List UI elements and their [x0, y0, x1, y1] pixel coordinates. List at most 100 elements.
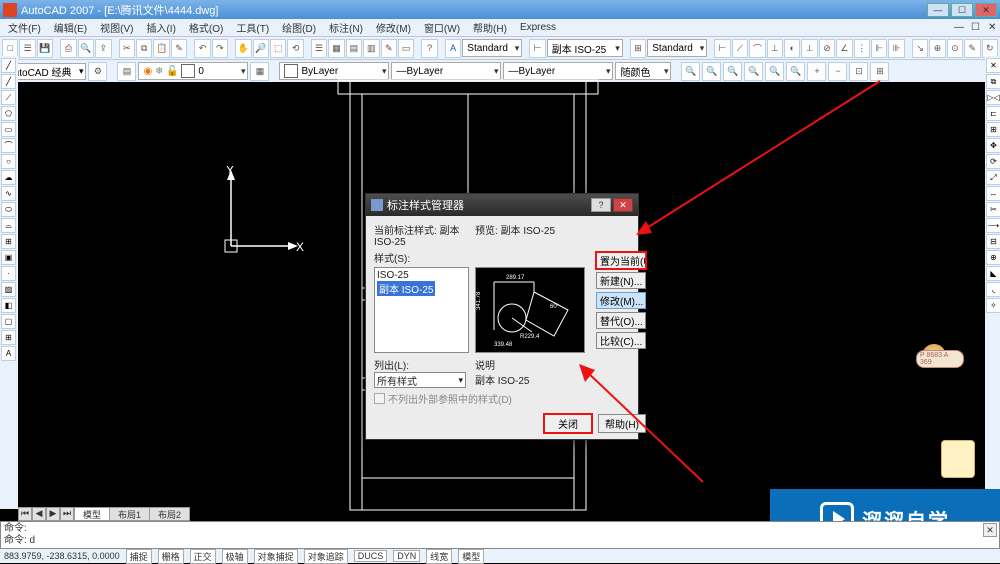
menu-tools[interactable]: 工具(T) — [230, 20, 275, 35]
menu-format[interactable]: 格式(O) — [183, 20, 229, 35]
layer-combo[interactable]: ◉ ❄ 🔓 0 — [138, 62, 248, 80]
menu-modify[interactable]: 修改(M) — [370, 20, 417, 35]
zoom-ext-icon[interactable]: ⊞ — [870, 62, 889, 81]
command-line[interactable]: 命令: 命令: d ✕ — [0, 521, 1000, 549]
zoomprev-icon[interactable]: ⟲ — [287, 39, 303, 58]
redo-icon[interactable]: ↷ — [212, 39, 228, 58]
zoom-scale-icon[interactable]: 🔍 — [744, 62, 763, 81]
dim-alg-icon[interactable]: ⟋ — [732, 39, 748, 58]
dim-led-icon[interactable]: ↘ — [912, 39, 928, 58]
close-button[interactable]: ✕ — [975, 3, 997, 17]
tab-next[interactable]: ▶ — [46, 507, 60, 521]
otrack-toggle[interactable]: 对象追踪 — [304, 549, 348, 564]
copy2-icon[interactable]: ⧉ — [986, 74, 1000, 89]
comm-bubble[interactable] — [941, 440, 975, 478]
dim-lin-icon[interactable]: ⊢ — [714, 39, 730, 58]
dyn-toggle[interactable]: DYN — [393, 550, 420, 562]
dim-bas-icon[interactable]: ⊩ — [871, 39, 887, 58]
dim-rad-icon[interactable]: ◐ — [784, 39, 800, 58]
offset-icon[interactable]: ⊏ — [986, 106, 1000, 121]
ducs-toggle[interactable]: DUCS — [354, 550, 388, 562]
tab-layout2[interactable]: 布局2 — [149, 507, 190, 521]
insert-icon[interactable]: ⊞ — [1, 234, 16, 249]
markup-icon[interactable]: ✎ — [381, 39, 397, 58]
circle-icon[interactable]: ○ — [1, 154, 16, 169]
erase-icon[interactable]: ✕ — [986, 58, 1000, 73]
ellarc-icon[interactable]: ⌓ — [1, 218, 16, 233]
zoom-obj-icon[interactable]: 🔍 — [786, 62, 805, 81]
compare-button[interactable]: 比较(C)... — [596, 332, 646, 349]
hatch-icon[interactable]: ▨ — [1, 282, 16, 297]
extend-icon[interactable]: ⟶ — [986, 218, 1000, 233]
menu-file[interactable]: 文件(F) — [2, 20, 47, 35]
menu-view[interactable]: 视图(V) — [94, 20, 139, 35]
cmd-close-icon[interactable]: ✕ — [983, 523, 997, 537]
rect-icon[interactable]: ▭ — [1, 122, 16, 137]
dialog-help-icon[interactable]: ? — [591, 198, 611, 212]
rotate-icon[interactable]: ⟳ — [986, 154, 1000, 169]
tab-last[interactable]: ⏭ — [60, 507, 74, 521]
close-button[interactable]: 关闭 — [544, 414, 592, 433]
menu-express[interactable]: Express — [514, 22, 562, 33]
modify-button[interactable]: 修改(M)... — [596, 292, 646, 309]
grad-icon[interactable]: ◧ — [1, 298, 16, 313]
dim-jog-icon[interactable]: ⟂ — [801, 39, 817, 58]
zoom-dyn-icon[interactable]: 🔍 — [723, 62, 742, 81]
save-icon[interactable]: 💾 — [37, 39, 53, 58]
dim-style-combo[interactable]: 副本 ISO-25 — [547, 39, 623, 57]
props-icon[interactable]: ☰ — [311, 39, 327, 58]
match-icon[interactable]: ✎ — [171, 39, 187, 58]
mtext-icon[interactable]: A — [1, 346, 16, 361]
help-button[interactable]: 帮助(H) — [598, 414, 646, 433]
doc-close[interactable]: ✕ — [982, 22, 998, 34]
dialog-titlebar[interactable]: 标注样式管理器 ? ✕ — [366, 194, 638, 216]
set-current-button[interactable]: 置为当前(U) — [596, 252, 646, 269]
pan-icon[interactable]: ✋ — [235, 39, 251, 58]
zoom-in-icon[interactable]: + — [807, 62, 826, 81]
sheet-icon[interactable]: ▥ — [363, 39, 379, 58]
tab-layout1[interactable]: 布局1 — [109, 507, 150, 521]
preview-icon[interactable]: 🔍 — [78, 39, 94, 58]
print-icon[interactable]: ⎙ — [60, 39, 76, 58]
xline-icon[interactable]: ╱ — [1, 74, 16, 89]
zoomwin-icon[interactable]: ⬚ — [270, 39, 286, 58]
new-icon[interactable]: □ — [2, 39, 18, 58]
tab-prev[interactable]: ◀ — [32, 507, 46, 521]
tab-model[interactable]: 模型 — [74, 507, 110, 521]
calc-icon[interactable]: ▭ — [398, 39, 414, 58]
move-icon[interactable]: ✥ — [986, 138, 1000, 153]
table-style-combo[interactable]: Standard — [647, 39, 707, 57]
list-filter-combo[interactable]: 所有样式 — [374, 372, 466, 388]
xref-checkbox[interactable] — [374, 393, 385, 404]
zoom-cen-icon[interactable]: 🔍 — [765, 62, 784, 81]
scale-icon[interactable]: ⤢ — [986, 170, 1000, 185]
menu-edit[interactable]: 编辑(E) — [48, 20, 93, 35]
table-icon[interactable]: ⊞ — [1, 330, 16, 345]
explode-icon[interactable]: ✧ — [986, 298, 1000, 313]
dim-dia-icon[interactable]: ⊘ — [819, 39, 835, 58]
point-icon[interactable]: · — [1, 266, 16, 281]
tp-icon[interactable]: ▤ — [346, 39, 362, 58]
stretch-icon[interactable]: ↔ — [986, 186, 1000, 201]
menu-help[interactable]: 帮助(H) — [467, 20, 513, 35]
ellipse-icon[interactable]: ⬭ — [1, 202, 16, 217]
style-listbox[interactable]: ISO-25 副本 ISO-25 — [374, 267, 469, 353]
trim-icon[interactable]: ✂ — [986, 202, 1000, 217]
region-icon[interactable]: ▢ — [1, 314, 16, 329]
dim-edit-icon[interactable]: ✎ — [964, 39, 980, 58]
grid-toggle[interactable]: 栅格 — [158, 549, 184, 564]
pline-icon[interactable]: ⟋ — [1, 90, 16, 105]
zoom-icon[interactable]: 🔎 — [253, 39, 269, 58]
publish-icon[interactable]: ⇪ — [95, 39, 111, 58]
zoom-all-icon[interactable]: ⊡ — [849, 62, 868, 81]
plotstyle-combo[interactable]: 随颜色 — [615, 62, 671, 80]
textstyle-a-icon[interactable]: A — [445, 39, 461, 58]
array-icon[interactable]: ⊞ — [986, 122, 1000, 137]
xref-checkbox-row[interactable]: 不列出外部参照中的样式(D) — [374, 391, 590, 406]
dimstyle-icon[interactable]: ⊢ — [529, 39, 545, 58]
new-button[interactable]: 新建(N)... — [596, 272, 646, 289]
layermgr-icon[interactable]: ▦ — [250, 62, 269, 81]
dim-qck-icon[interactable]: ⋮ — [854, 39, 870, 58]
break-icon[interactable]: ⊟ — [986, 234, 1000, 249]
zoom-win2-icon[interactable]: 🔍 — [702, 62, 721, 81]
